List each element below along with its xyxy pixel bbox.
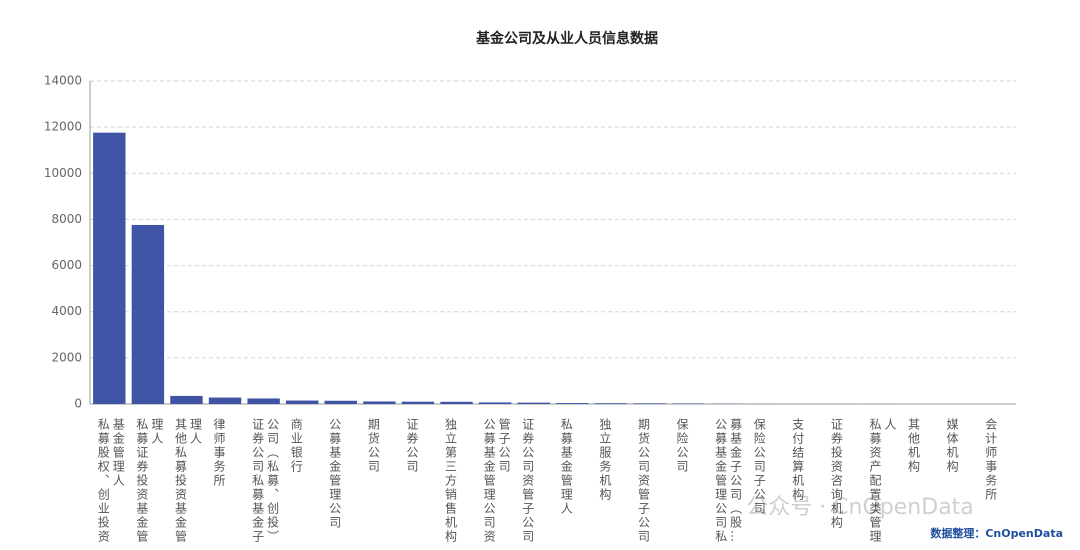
- x-tick-label: 其他机构: [906, 418, 921, 474]
- x-tick-label: 独立第三方销售机构: [443, 418, 458, 544]
- y-tick-label: 2000: [51, 350, 82, 364]
- y-tick-label: 0: [74, 397, 82, 411]
- bar: [93, 132, 126, 404]
- x-tick-label: 公募基金管理公司资管子公司: [482, 418, 512, 544]
- x-tick-label: 私募证券投资基金管理人: [134, 418, 164, 544]
- bar: [286, 400, 319, 404]
- x-tick-label: 私募股权、创业投资基金管理人: [96, 418, 126, 544]
- x-tick-label: 期货公司: [366, 418, 381, 474]
- x-tick-label: 律师事务所: [212, 418, 227, 488]
- x-tick-label: 商业银行: [289, 418, 304, 474]
- bar: [671, 403, 705, 404]
- bar: [440, 401, 473, 404]
- watermark: 公众号 · CnOpenData: [746, 495, 974, 520]
- bar: [594, 403, 628, 404]
- x-tick-label: 保险公司子公司: [752, 418, 767, 516]
- bar: [363, 401, 396, 404]
- x-tick-label: 独立服务机构: [597, 418, 612, 502]
- bar: [478, 402, 512, 404]
- x-tick-label: 证券公司: [404, 418, 419, 474]
- x-tick-label: 公募基金管理公司: [327, 418, 342, 530]
- y-tick-label: 12000: [44, 120, 82, 134]
- bar: [131, 224, 165, 404]
- y-tick-label: 14000: [44, 74, 82, 88]
- bar: [324, 400, 357, 404]
- chart-title: 基金公司及从业人员信息数据: [476, 30, 658, 47]
- source-note: 数据整理：CnOpenData: [930, 526, 1063, 540]
- y-tick-label: 4000: [51, 304, 82, 318]
- x-tick-label: 证券公司私募基金子公司（私募、创投）: [250, 418, 280, 544]
- x-tick-label: 证券投资咨询机构: [829, 418, 844, 530]
- bar: [401, 401, 435, 404]
- bar: [517, 402, 550, 404]
- x-tick-label: 公募基金管理公司私募基金子公司（股…: [713, 418, 743, 544]
- y-tick-label: 6000: [51, 258, 82, 272]
- y-tick-label: 10000: [44, 166, 82, 180]
- x-tick-label: 媒体机构: [945, 418, 960, 474]
- bar: [556, 403, 589, 404]
- bar: [208, 397, 242, 404]
- y-tick-label: 8000: [51, 212, 82, 226]
- x-tick-label: 期货公司资管子公司: [636, 418, 651, 544]
- x-tick-label: 其他私募投资基金管理人: [173, 418, 203, 544]
- bar: [170, 395, 203, 404]
- x-tick-label: 会计师事务所: [983, 418, 998, 502]
- bar: [247, 398, 280, 404]
- x-tick-label: 私募基金管理人: [559, 418, 574, 516]
- x-tick-label: 私募资产配置类管理人: [867, 418, 897, 544]
- x-tick-label: 保险公司: [675, 418, 690, 474]
- bar: [633, 403, 666, 404]
- x-tick-label: 证券公司资管子公司: [520, 418, 535, 544]
- x-tick-label: 支付结算机构: [790, 418, 805, 502]
